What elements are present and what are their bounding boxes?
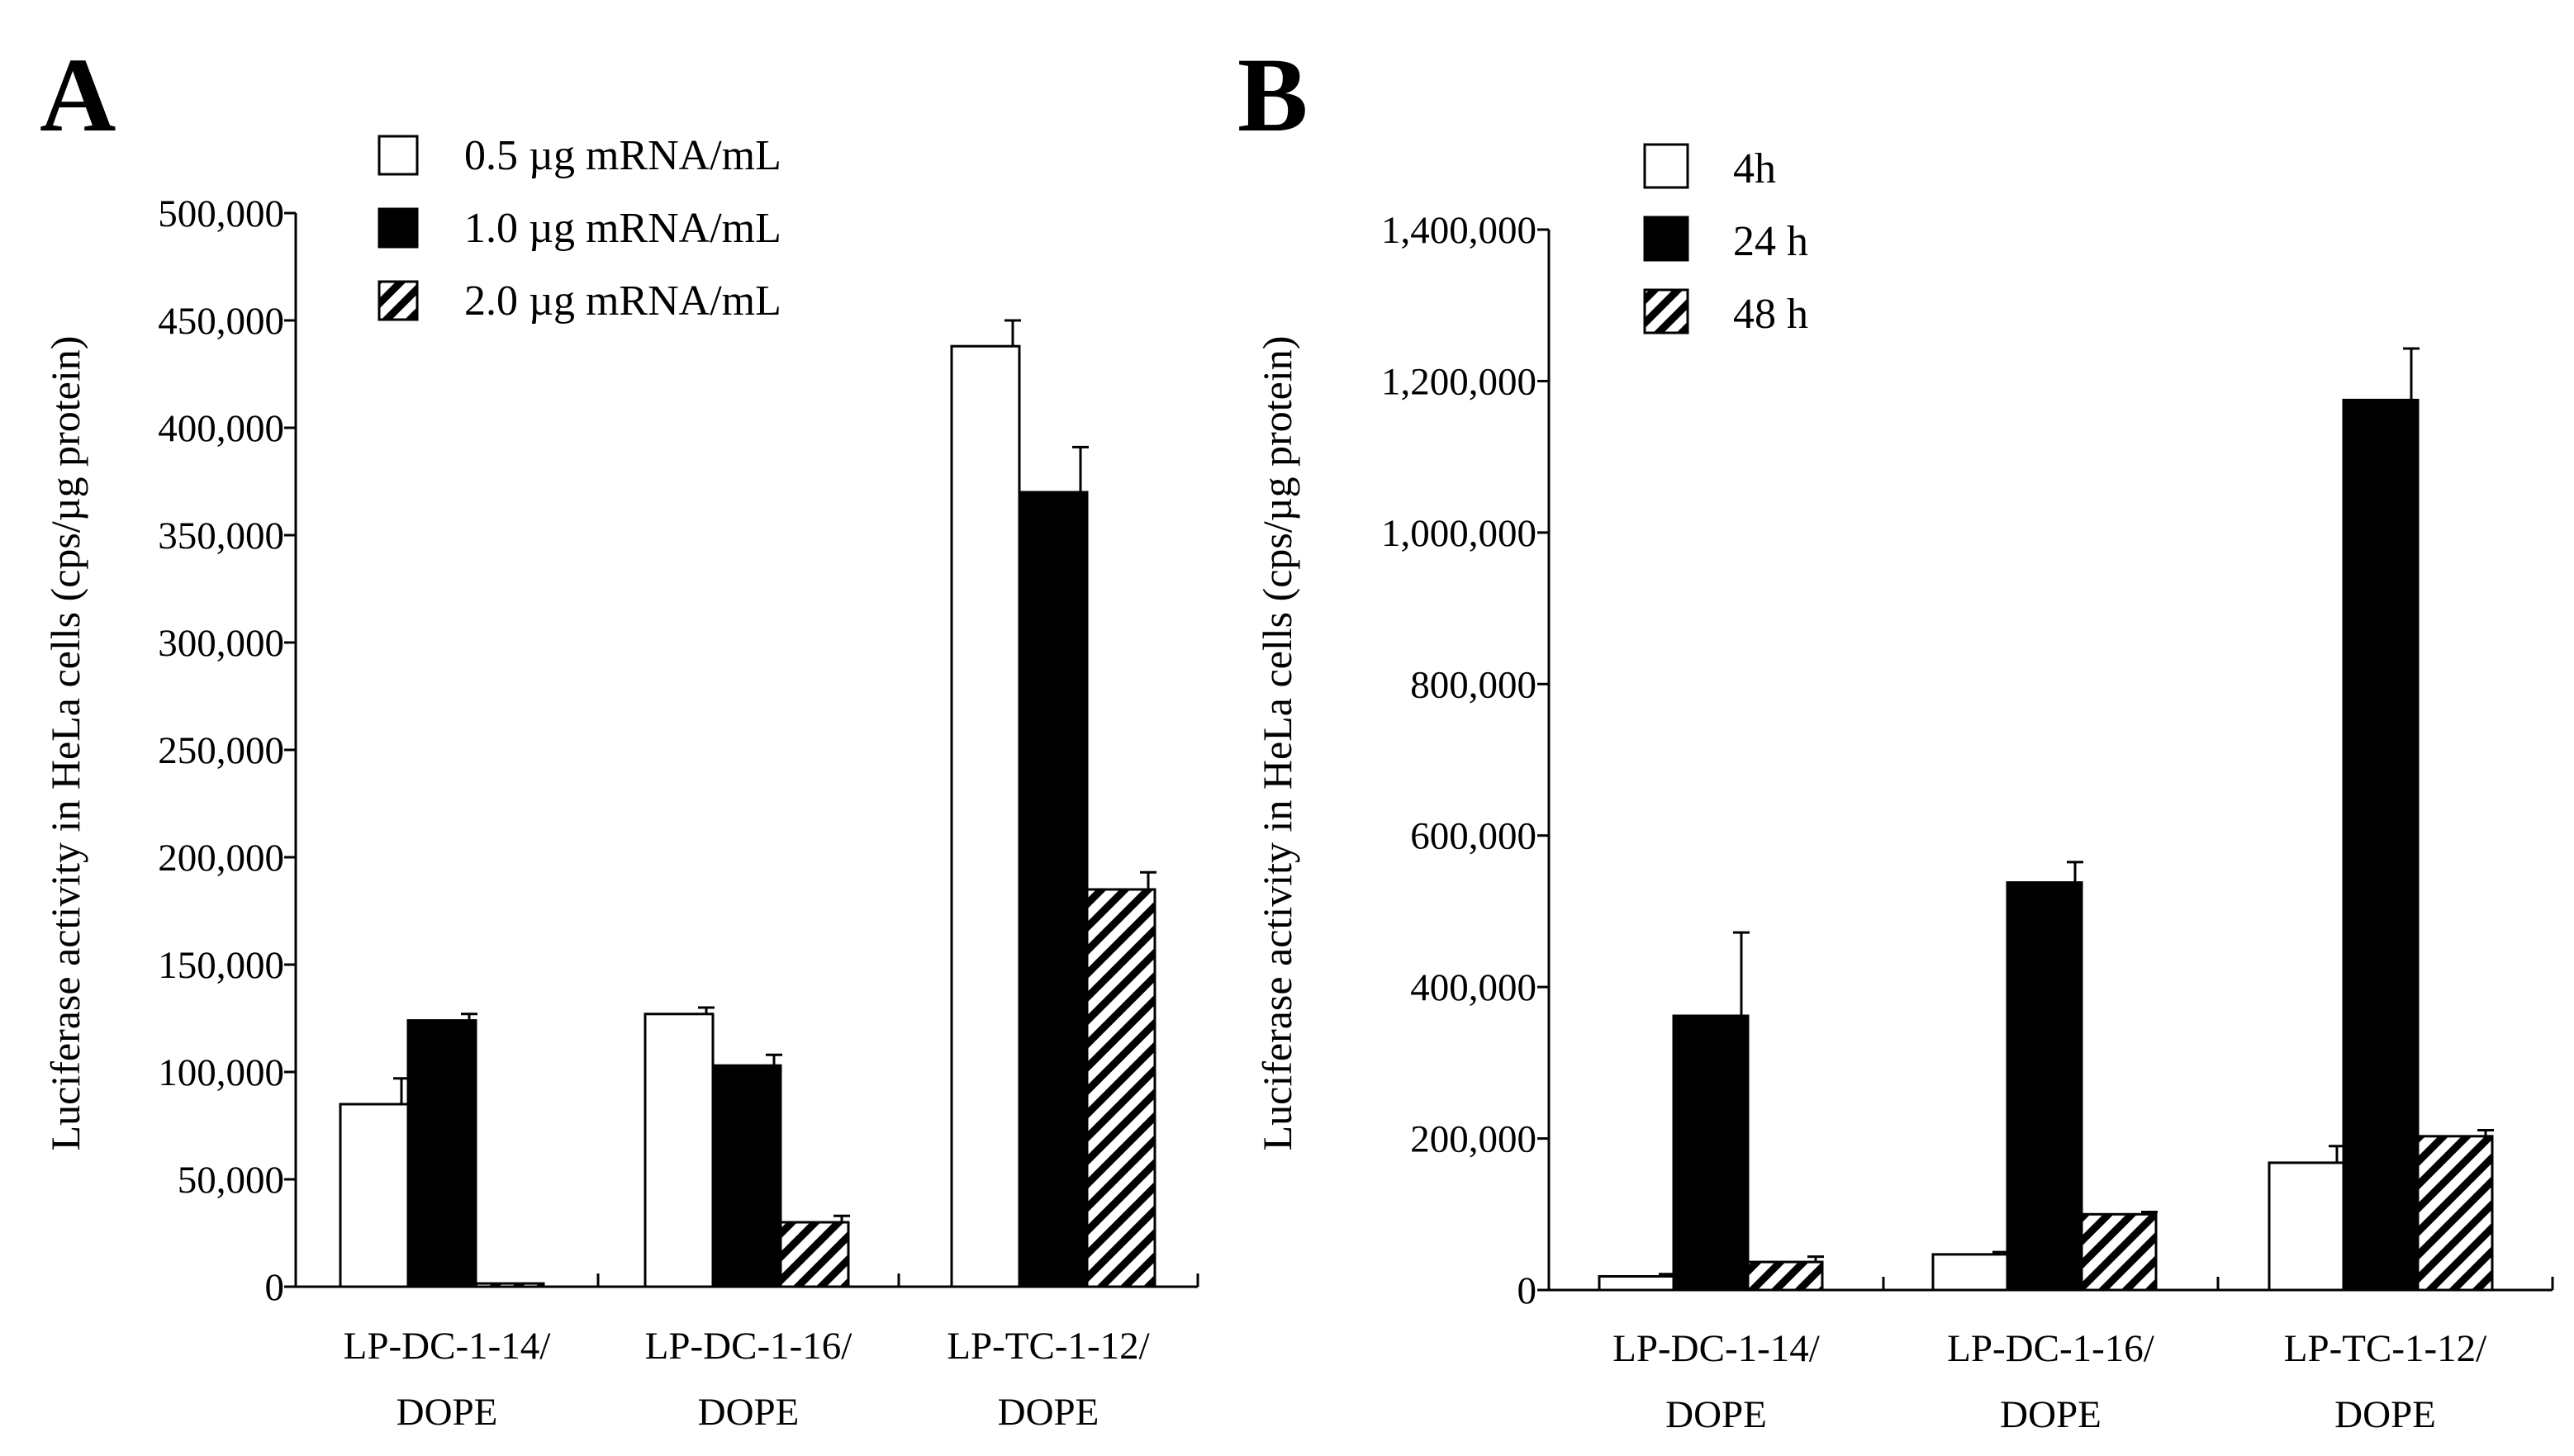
- panel-a-y-tick-label: 400,000: [158, 407, 284, 450]
- panel-b-category-label: LP-DC-1-14/: [1612, 1327, 1821, 1370]
- panel-b-legend: 4h 24 h 48 h: [1643, 143, 1808, 338]
- panel-b-category-label: DOPE: [1665, 1393, 1767, 1436]
- panel-a-legend-swatch: [378, 280, 419, 321]
- panel-a-label: A: [40, 36, 116, 154]
- panel-b-legend-swatch: [1643, 288, 1689, 334]
- panel-b-y-tick-label: 200,000: [1410, 1118, 1536, 1161]
- panel-a-legend-label: 2.0 µg mRNA/mL: [464, 277, 781, 325]
- panel-a-y-tick-label: 100,000: [158, 1051, 284, 1094]
- panel-a-legend-swatch: [378, 135, 419, 176]
- panel-b-y-tick-label: 0: [1517, 1269, 1537, 1312]
- panel-b-bar: [2080, 1212, 2158, 1292]
- panel-a-legend: 0.5 µg mRNA/mL 1.0 µg mRNA/mL 2.0 µg mRNA/…: [378, 132, 781, 325]
- panel-a-category-label: LP-DC-1-14/: [344, 1325, 552, 1368]
- panel-a-category-label: DOPE: [998, 1391, 1099, 1434]
- panel-b-y-tick-label: 1,200,000: [1381, 360, 1536, 403]
- panel-b-bar: [1672, 1014, 1750, 1292]
- panel-b-y-tick-label: 1,000,000: [1381, 512, 1536, 555]
- panel-a-y-tick-label: 0: [265, 1266, 285, 1309]
- panel-a-bar: [406, 1019, 477, 1288]
- panel-a-bar: [474, 1282, 545, 1288]
- panel-b: B 0 200,000 400,000 600,000 800,000 1,000,000 1…: [1237, 36, 2554, 1436]
- panel-a-bar: [1018, 491, 1089, 1288]
- panel-b-legend-swatch: [1643, 143, 1689, 189]
- panel-a-legend-swatch: [378, 207, 419, 249]
- panel-a-category-label: LP-TC-1-12/: [947, 1325, 1150, 1368]
- panel-a-category-label: DOPE: [397, 1391, 498, 1434]
- panel-b-label: B: [1237, 36, 1308, 154]
- panel-b-legend-label: 24 h: [1733, 218, 1808, 265]
- panel-b-y-tick-label: 1,400,000: [1381, 209, 1536, 252]
- panel-a-bar: [1085, 888, 1156, 1288]
- panel-a-bar: [779, 1221, 850, 1288]
- panel-a-y-tick-label: 50,000: [178, 1159, 284, 1202]
- panel-a: A 0 50,000 100,000 150,000 200,000 250,000 300,…: [40, 36, 1199, 1434]
- panel-b-category-label: DOPE: [2000, 1393, 2101, 1436]
- panel-a-y-tick-label: 200,000: [158, 837, 284, 880]
- panel-a-y-tick-label: 500,000: [158, 192, 284, 235]
- panel-b-bar: [2416, 1135, 2494, 1292]
- panel-a-y-tick-label: 250,000: [158, 729, 284, 772]
- panel-a-bar: [339, 1103, 410, 1288]
- panel-b-y-tick-label: 600,000: [1410, 815, 1536, 858]
- panel-b-category-label: LP-TC-1-12/: [2284, 1327, 2487, 1370]
- panel-a-y-tick-label: 450,000: [158, 300, 284, 343]
- panel-a-category-label: DOPE: [698, 1391, 800, 1434]
- panel-b-bar: [1598, 1274, 1675, 1292]
- panel-b-y-tick-label: 800,000: [1410, 663, 1536, 706]
- panel-a-y-tick-label: 300,000: [158, 622, 284, 665]
- panel-a-y-tick-label: 150,000: [158, 944, 284, 987]
- panel-a-y-tick-label: 350,000: [158, 515, 284, 557]
- panel-b-legend-label: 4h: [1733, 145, 1776, 192]
- panel-b-y-axis-title: Luciferase activity in HeLa cells (cps/µ…: [1254, 336, 1300, 1151]
- panel-b-category-label: DOPE: [2334, 1393, 2436, 1436]
- panel-b-legend-label: 48 h: [1733, 291, 1808, 338]
- panel-a-category-label: LP-DC-1-16/: [645, 1325, 853, 1368]
- panel-b-bar: [2342, 398, 2420, 1292]
- panel-b-bar: [1931, 1253, 2009, 1292]
- panel-b-bar: [2268, 1161, 2345, 1292]
- panel-b-bar: [2006, 881, 2083, 1292]
- panel-b-bar: [1746, 1260, 1824, 1292]
- panel-a-y-axis-title: Luciferase activity in HeLa cells (cps/µ…: [42, 336, 88, 1151]
- panel-a-legend-label: 1.0 µg mRNA/mL: [464, 205, 781, 252]
- panel-a-bar: [711, 1064, 782, 1288]
- panel-b-y-tick-label: 400,000: [1410, 966, 1536, 1009]
- panel-b-legend-swatch: [1643, 216, 1689, 262]
- panel-b-category-label: LP-DC-1-16/: [1947, 1327, 2155, 1370]
- panel-a-bar: [644, 1013, 715, 1288]
- panel-a-legend-label: 0.5 µg mRNA/mL: [464, 132, 781, 179]
- panel-a-bar: [950, 344, 1021, 1288]
